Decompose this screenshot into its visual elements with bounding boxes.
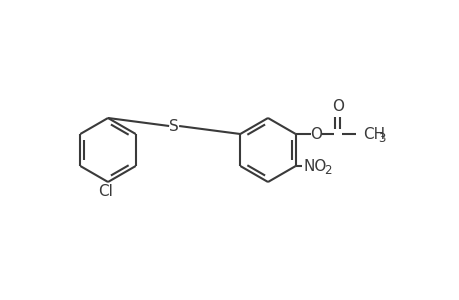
Text: S: S	[169, 118, 179, 134]
Text: 2: 2	[323, 164, 330, 176]
Text: NO: NO	[303, 158, 326, 173]
Text: 3: 3	[377, 131, 384, 145]
Text: CH: CH	[362, 127, 384, 142]
Text: O: O	[331, 98, 343, 113]
Text: O: O	[309, 127, 321, 142]
Text: Cl: Cl	[98, 184, 113, 199]
